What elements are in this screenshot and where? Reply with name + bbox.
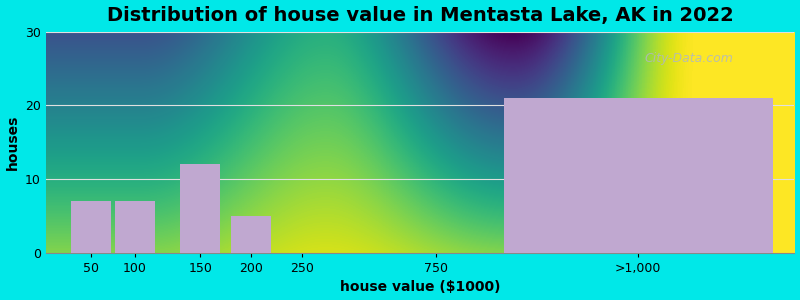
Bar xyxy=(504,98,773,253)
Title: Distribution of house value in Mentasta Lake, AK in 2022: Distribution of house value in Mentasta … xyxy=(106,6,734,25)
Bar xyxy=(71,201,111,253)
Y-axis label: houses: houses xyxy=(6,115,19,170)
Bar xyxy=(180,164,220,253)
Text: City-Data.com: City-Data.com xyxy=(645,52,734,65)
Bar xyxy=(231,216,271,253)
Bar xyxy=(115,201,155,253)
X-axis label: house value ($1000): house value ($1000) xyxy=(340,280,500,294)
